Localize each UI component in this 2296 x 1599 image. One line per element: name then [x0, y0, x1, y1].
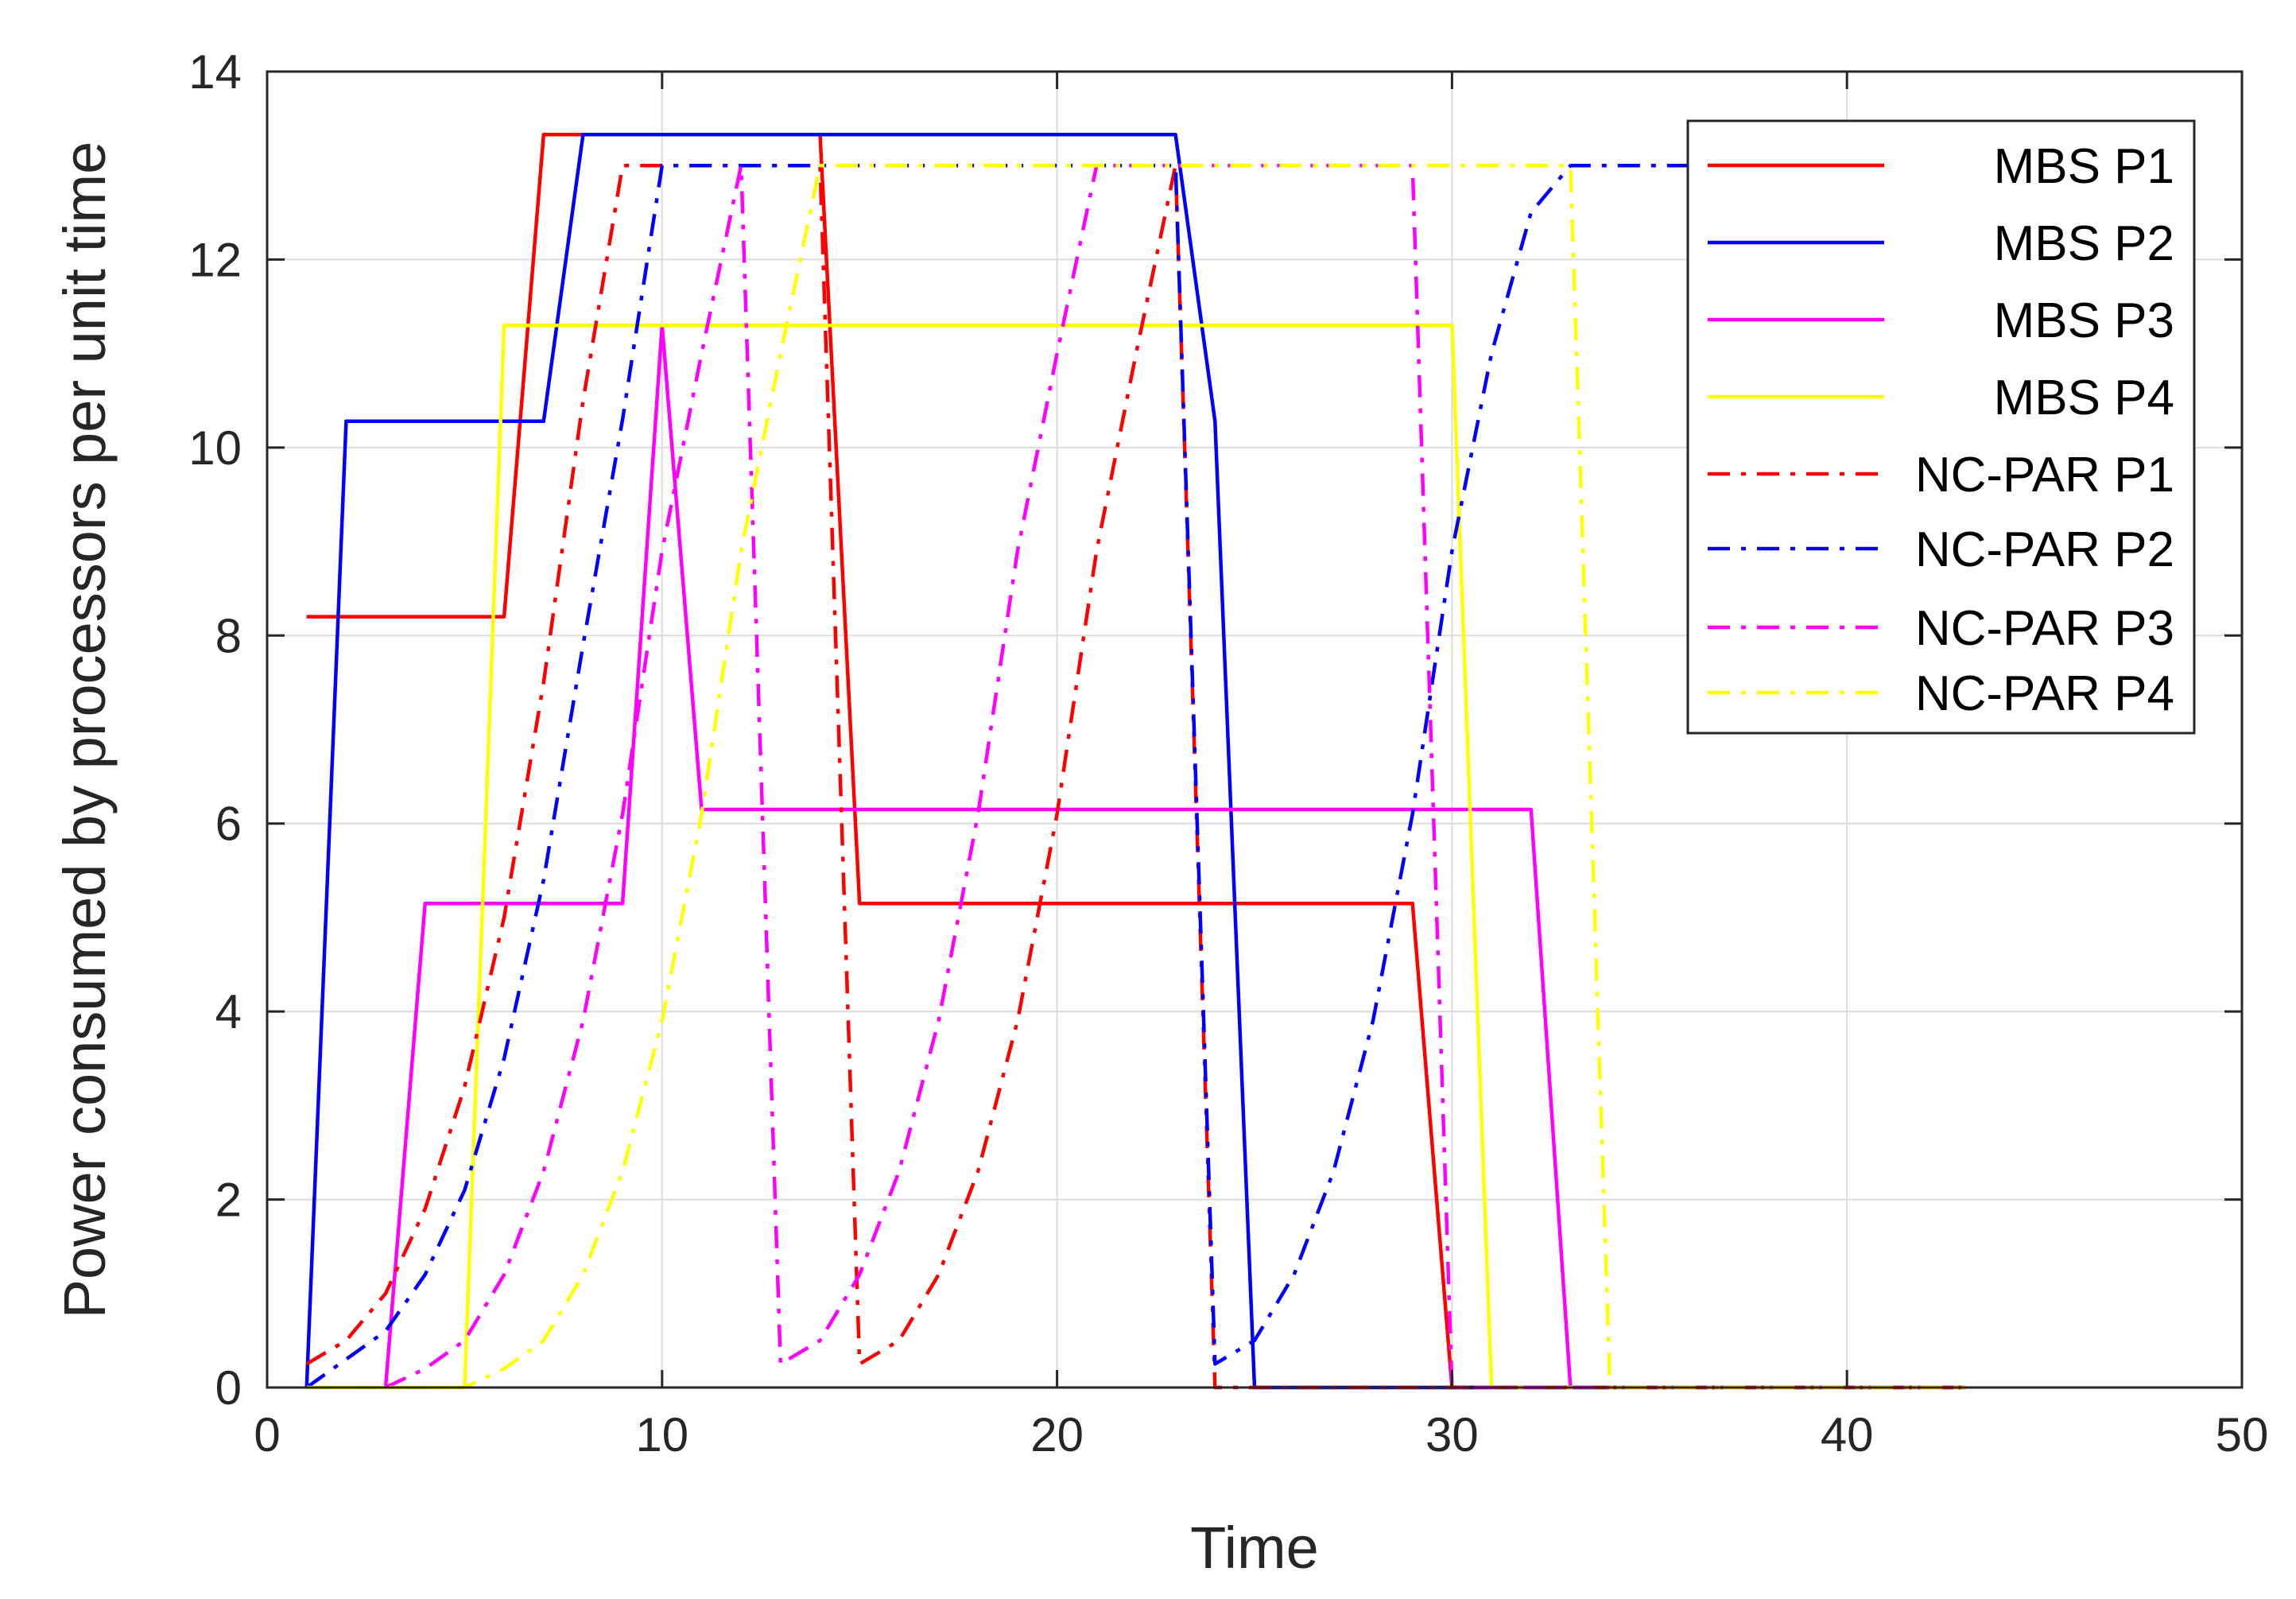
- series-line-mbs-p1: [306, 132, 1966, 1390]
- legend-label-nc-par-p4: NC-PAR P4: [1915, 666, 2174, 721]
- series-line-nc-par-p2: [305, 163, 1689, 1389]
- x-tick-label: 30: [1425, 1408, 1479, 1461]
- x-tick-label: 10: [635, 1408, 688, 1461]
- y-tick-label: 8: [215, 609, 242, 662]
- y-tick-label: 0: [215, 1361, 242, 1415]
- y-axis-label: Power consumed by processors per unit ti…: [52, 142, 118, 1319]
- y-tick-label: 2: [215, 1174, 242, 1227]
- series-line-nc-par-p3: [385, 163, 1966, 1390]
- legend-label-mbs-p2: MBS P2: [1994, 216, 2174, 271]
- x-tick-label: 50: [2216, 1408, 2269, 1461]
- ticks: 0 10 20 30 40 50 0 2 4 6 8 10 12 14: [188, 45, 2268, 1461]
- y-tick-label: 4: [215, 985, 242, 1038]
- x-tick-label: 40: [1821, 1408, 1874, 1461]
- x-tick-label: 20: [1030, 1408, 1084, 1461]
- legend-label-nc-par-p1: NC-PAR P1: [1915, 448, 2174, 503]
- legend-label-nc-par-p3: NC-PAR P3: [1915, 601, 2174, 656]
- series-line-nc-par-p1: [305, 163, 1966, 1390]
- y-tick-label: 14: [188, 45, 242, 99]
- x-tick-label: 0: [254, 1408, 280, 1461]
- series-line-mbs-p3: [383, 323, 1966, 1390]
- y-tick-label: 6: [215, 798, 242, 851]
- y-tick-label: 10: [188, 421, 242, 475]
- legend-box: [1686, 119, 2196, 735]
- legend-label-mbs-p4: MBS P4: [1994, 371, 2174, 425]
- legend: MBS P1 MBS P2 MBS P3 MBS P4 NC-PAR P1 NC-PAR …: [1686, 119, 2196, 735]
- y-tick-label: 12: [188, 233, 242, 286]
- series-line-mbs-p2: [304, 132, 1966, 1390]
- x-axis-label: Time: [1190, 1515, 1319, 1581]
- plot-frame: [266, 70, 2244, 1389]
- series-line-nc-par-p4: [306, 163, 1966, 1390]
- legend-label-nc-par-p2: NC-PAR P2: [1915, 522, 2174, 577]
- legend-label-mbs-p3: MBS P3: [1994, 293, 2174, 348]
- legend-label-mbs-p1: MBS P1: [1994, 139, 2174, 194]
